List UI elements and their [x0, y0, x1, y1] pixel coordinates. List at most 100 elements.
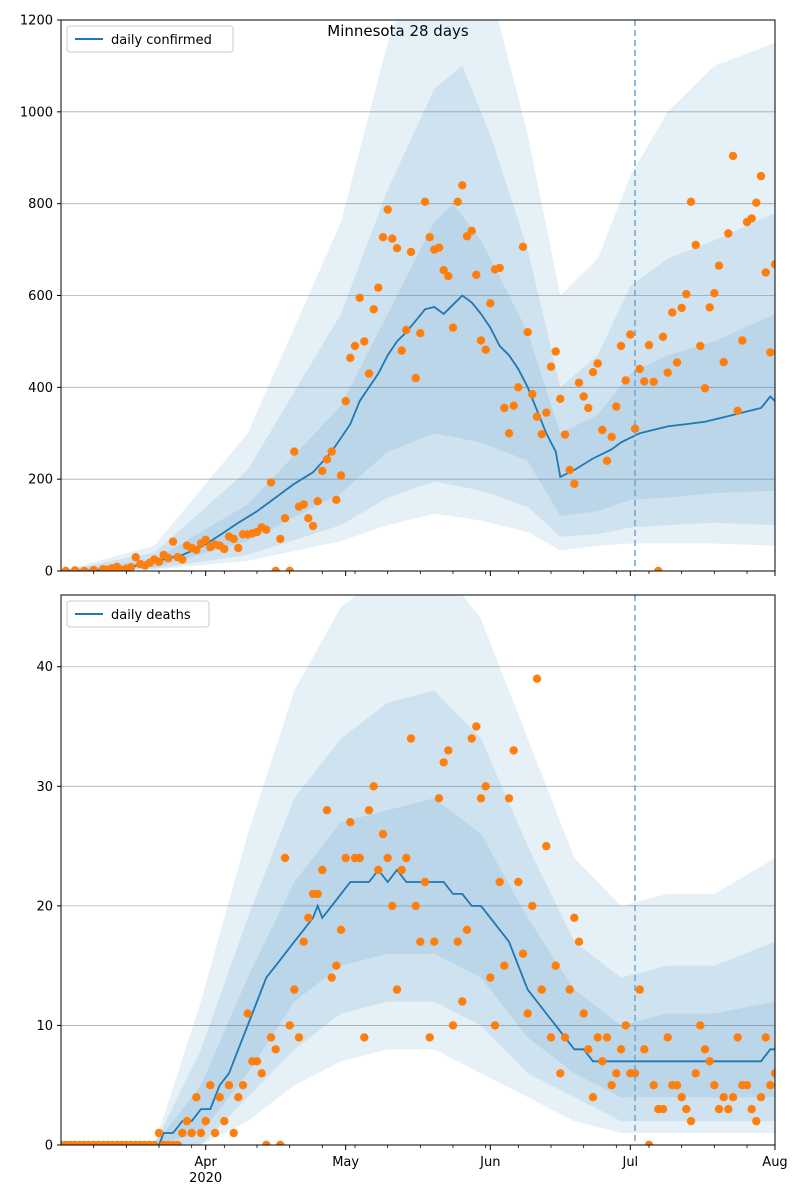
data-point [565, 465, 574, 475]
data-point [472, 270, 481, 279]
data-point [616, 1045, 626, 1054]
data-point [509, 401, 518, 410]
data-point [677, 303, 686, 313]
data-point [598, 1057, 607, 1066]
data-point [504, 429, 514, 438]
y-tick-label: 30 [36, 780, 53, 795]
data-point [448, 1021, 458, 1030]
data-point [672, 1081, 682, 1090]
data-point [584, 403, 593, 413]
data-point [336, 471, 346, 480]
data-point [738, 336, 747, 345]
data-point [154, 557, 164, 566]
data-point [621, 376, 630, 385]
data-point [369, 782, 378, 791]
data-point [565, 985, 574, 994]
data-point [341, 396, 350, 406]
data-point [486, 299, 495, 308]
data-point [504, 794, 514, 803]
data-point [663, 368, 672, 377]
data-point [220, 1116, 229, 1126]
data-point [514, 383, 523, 392]
data-point [374, 283, 383, 292]
confirmed-panel: 0 200 400 600 800 1000 1200 daily confirmed [20, 14, 798, 580]
x-tick-label: Apr [194, 1155, 217, 1170]
data-point [444, 272, 453, 281]
y-tick-label: 400 [28, 381, 53, 396]
data-point [397, 346, 406, 355]
data-point [560, 1033, 570, 1042]
data-point [705, 1057, 714, 1066]
data-point [719, 357, 728, 367]
data-point [164, 553, 173, 563]
data-point [131, 553, 140, 562]
data-point [332, 495, 341, 504]
data-point [266, 1033, 276, 1042]
data-point [313, 497, 322, 506]
data-point [658, 332, 668, 341]
data-point [439, 266, 448, 275]
data-point [206, 1081, 215, 1090]
data-point [322, 455, 332, 464]
data-point [318, 466, 327, 476]
data-point [327, 447, 336, 456]
data-point [229, 534, 238, 544]
data-point [360, 337, 369, 346]
data-point [607, 432, 616, 442]
data-point [752, 198, 761, 207]
data-point [262, 1140, 271, 1145]
data-point [80, 566, 89, 571]
data-point [462, 925, 472, 934]
data-point [402, 853, 411, 863]
data-point [252, 1057, 262, 1066]
data-point [682, 289, 691, 299]
data-point [556, 394, 565, 403]
data-point [747, 1104, 756, 1114]
median-line [61, 294, 775, 571]
data-point [780, 212, 788, 220]
data-point [612, 1069, 621, 1078]
data-point [196, 1128, 206, 1138]
data-point [318, 865, 327, 875]
legend: daily confirmed [66, 25, 234, 53]
data-point [126, 563, 136, 571]
legend-box [66, 600, 210, 628]
data-point [378, 829, 388, 839]
data-point [710, 289, 719, 298]
data-point [411, 901, 420, 911]
data-point [537, 430, 546, 439]
data-point [173, 1140, 182, 1145]
data-point [182, 1116, 192, 1126]
data-point [724, 229, 733, 238]
data-point [294, 1033, 304, 1042]
y-tick-label: 200 [28, 473, 53, 488]
data-point [378, 233, 388, 242]
uncertainty-band-80pct [61, 690, 775, 1145]
data-point [458, 181, 467, 190]
data-point [761, 268, 770, 277]
data-point [710, 1081, 719, 1090]
data-point [61, 566, 70, 571]
data-point [350, 341, 360, 351]
uncertainty-band-95pct [61, 595, 775, 1145]
data-point [776, 1069, 784, 1077]
data-point [201, 535, 210, 544]
data-point [537, 985, 546, 994]
data-point [719, 1093, 728, 1102]
data-point [733, 406, 742, 415]
data-point [369, 305, 378, 314]
data-point [150, 1140, 159, 1145]
data-point [388, 901, 397, 911]
data-point [257, 1069, 266, 1078]
data-point [752, 1116, 761, 1126]
legend-label: daily deaths [111, 608, 191, 623]
data-point [654, 566, 663, 571]
data-point [584, 1045, 593, 1054]
data-point [332, 961, 341, 970]
data-point [476, 794, 486, 803]
y-tick-label: 10 [36, 1019, 53, 1034]
data-point [790, 218, 798, 226]
data-point [677, 1093, 686, 1102]
data-point [280, 514, 290, 523]
data-point [238, 1081, 248, 1090]
